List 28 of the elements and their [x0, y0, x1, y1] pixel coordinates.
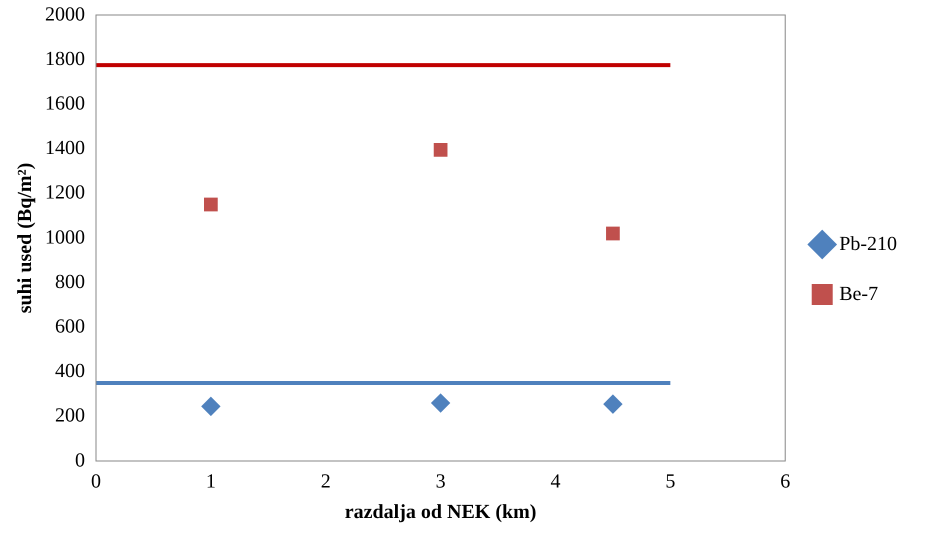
y-axis-title: suhi used (Bq/m²): [14, 162, 36, 314]
legend-label: Pb-210: [839, 232, 898, 255]
point: [606, 226, 620, 240]
legend-label: Be-7: [839, 282, 878, 305]
point: [201, 396, 220, 416]
point: [434, 143, 448, 157]
y-tick-label: 2000: [45, 3, 85, 26]
x-tick-label: 5: [665, 470, 676, 492]
point: [603, 394, 622, 414]
x-tick-label: 0: [91, 470, 101, 492]
y-tick-label: 1400: [45, 137, 85, 160]
y-tick-label: 200: [55, 404, 85, 427]
x-tick-label: 4: [550, 470, 560, 492]
point: [431, 394, 450, 413]
y-tick-label: 0: [75, 449, 85, 472]
y-tick-label: 1000: [45, 226, 85, 248]
y-tick-label: 1600: [45, 92, 85, 114]
x-tick-label: 1: [206, 470, 216, 492]
y-tick-label: 1800: [45, 48, 85, 70]
x-tick-label: 6: [780, 470, 790, 492]
x-tick-label: 2: [320, 470, 331, 492]
y-tick-label: 800: [55, 270, 85, 293]
x-axis-title: razdalja od NEK (km): [344, 501, 536, 524]
y-tick-label: 400: [55, 360, 85, 382]
y-tick-label: 1200: [45, 182, 85, 204]
x-tick-label: 3: [436, 470, 446, 492]
y-tick-label: 600: [55, 315, 85, 338]
point: [204, 198, 218, 212]
